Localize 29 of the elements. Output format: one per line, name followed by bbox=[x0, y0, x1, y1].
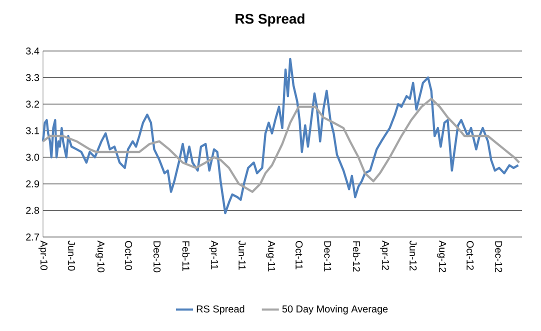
chart-title: RS Spread bbox=[236, 13, 304, 26]
x-tick-label: Dec-12 bbox=[495, 241, 502, 272]
x-tick-label: Oct-10 bbox=[124, 240, 132, 270]
x-tick-label: Oct-12 bbox=[466, 240, 474, 270]
x-tick-label: Dec-11 bbox=[324, 241, 332, 272]
x-tick-label: Apr-10 bbox=[38, 240, 48, 270]
x-tick-label: Apr-11 bbox=[209, 240, 218, 270]
x-tick-label: Feb-11 bbox=[182, 241, 190, 271]
x-tick-label: Aug-10 bbox=[96, 240, 105, 272]
y-tick-label: 3.4 bbox=[26, 47, 40, 55]
x-tick-label: Jun-10 bbox=[68, 240, 76, 271]
y-tick-label: 2.7 bbox=[26, 234, 39, 240]
y-tick-label: 3.3 bbox=[26, 74, 40, 82]
y-tick-label: 3.1 bbox=[26, 127, 40, 134]
x-tick-label: Feb-12 bbox=[352, 241, 360, 272]
x-tick-label: Jun-12 bbox=[410, 240, 417, 270]
x-tick-label: Oct-11 bbox=[296, 240, 303, 270]
y-tick-label: 3.2 bbox=[26, 100, 39, 108]
x-tick-label: Aug-11 bbox=[266, 240, 276, 272]
y-tick-label: 3.0 bbox=[26, 154, 40, 161]
x-tick-label: Aug-12 bbox=[437, 240, 446, 272]
x-tick-label: Apr-12 bbox=[380, 240, 390, 270]
x-tick-label: Dec-10 bbox=[154, 241, 161, 272]
x-tick-label: Jun-11 bbox=[238, 240, 246, 270]
line-series bbox=[42, 58, 520, 214]
legend-label: RS Spread bbox=[196, 305, 244, 314]
y-tick-label: 2.8 bbox=[26, 206, 40, 214]
legend-label: 50 Day Moving Average bbox=[282, 305, 388, 314]
y-tick-label: 2.9 bbox=[26, 180, 40, 188]
